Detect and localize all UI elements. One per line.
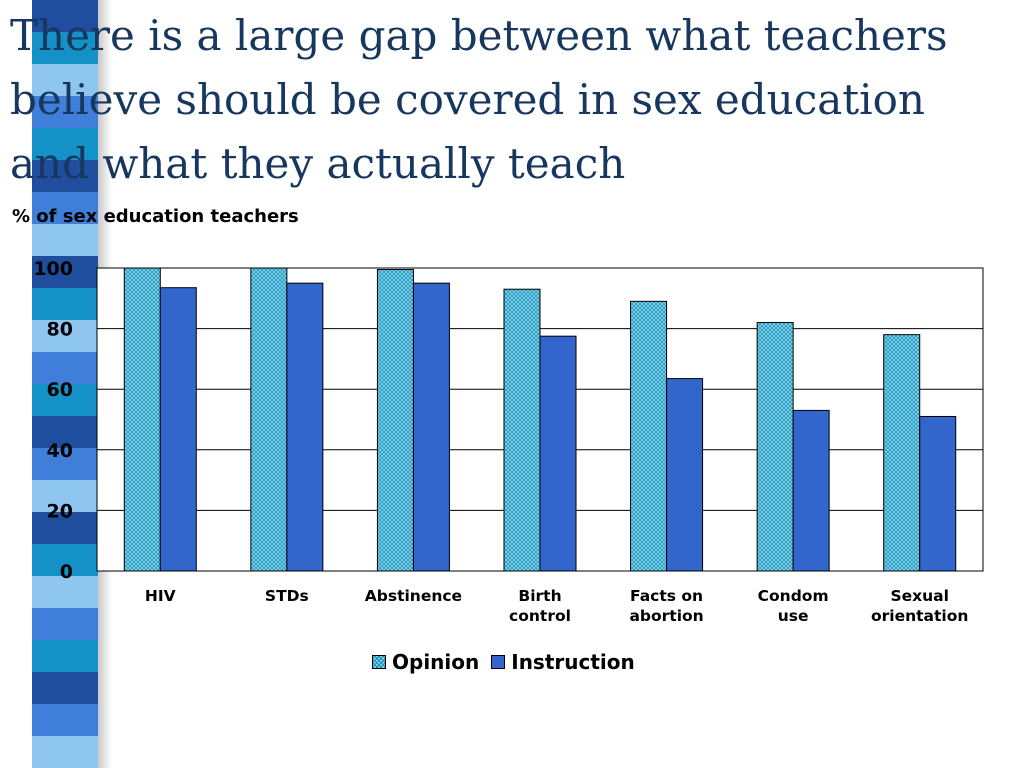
legend-label-instruction: Instruction bbox=[511, 650, 635, 674]
stripe-band bbox=[32, 352, 98, 384]
stripe-band bbox=[32, 512, 98, 544]
stripe-band bbox=[32, 64, 98, 96]
bar-opinion-4 bbox=[630, 300, 668, 572]
y-tick-label: 80 bbox=[47, 319, 73, 341]
bar-opinion-3 bbox=[503, 288, 541, 572]
bar-opinion-1 bbox=[250, 267, 288, 572]
stripe-band bbox=[32, 480, 98, 512]
stripe-band bbox=[32, 704, 98, 736]
bar-instruction-1 bbox=[286, 282, 324, 572]
stripe-band bbox=[32, 672, 98, 704]
legend-item-opinion: Opinion bbox=[372, 650, 479, 674]
stripe-band bbox=[32, 384, 98, 416]
y-tick-label: 20 bbox=[47, 500, 73, 522]
bar-opinion-5 bbox=[756, 322, 794, 572]
bar-instruction-2 bbox=[412, 282, 450, 572]
y-tick-label: 40 bbox=[47, 440, 73, 462]
stripe-band bbox=[32, 192, 98, 224]
legend-swatch-opinion bbox=[372, 655, 386, 669]
x-tick-labels: HIV STDs Abstinence Birth control Facts on abo… bbox=[145, 587, 969, 625]
decorative-stripe bbox=[32, 0, 98, 768]
stripe-band bbox=[32, 288, 98, 320]
stripe-band bbox=[32, 0, 98, 32]
stripe-band bbox=[32, 736, 98, 768]
stripe-band bbox=[32, 32, 98, 64]
stripe-band bbox=[32, 256, 98, 288]
y-tick-label: 60 bbox=[47, 379, 73, 401]
legend: Opinion Instruction bbox=[372, 648, 635, 676]
title-line-1: There is a large gap between what teache… bbox=[10, 11, 948, 60]
x-tick-label: Abstinence bbox=[365, 587, 462, 605]
stripe-band bbox=[32, 544, 98, 576]
bar-instruction-0 bbox=[159, 287, 197, 572]
bar-opinion-0 bbox=[123, 267, 161, 572]
stripe-band bbox=[32, 416, 98, 448]
stripe-band bbox=[32, 448, 98, 480]
legend-item-instruction: Instruction bbox=[491, 650, 635, 674]
stripe-band bbox=[32, 608, 98, 640]
bar-instruction-5 bbox=[792, 409, 830, 572]
y-tick-label: 0 bbox=[60, 561, 73, 583]
bars bbox=[123, 267, 957, 572]
stripe-band bbox=[32, 576, 98, 608]
stripe-band bbox=[32, 160, 98, 192]
bar-instruction-6 bbox=[919, 415, 957, 572]
title-line-3: and what they actually teach bbox=[10, 139, 626, 188]
title-line-2: believe should be covered in sex educati… bbox=[10, 75, 925, 124]
y-axis-title: % of sex education teachers bbox=[12, 206, 299, 227]
x-tick-label: Sexual orientation bbox=[871, 587, 968, 625]
bar-instruction-3 bbox=[539, 335, 577, 572]
bar-instruction-4 bbox=[666, 378, 704, 572]
slide-title: There is a large gap between what teache… bbox=[10, 4, 1010, 196]
stripe-band bbox=[32, 224, 98, 256]
x-tick-label: Birth control bbox=[509, 587, 571, 625]
stripe-band bbox=[32, 128, 98, 160]
stripe-band bbox=[32, 640, 98, 672]
x-tick-label: HIV bbox=[145, 587, 176, 605]
x-tick-label: Condom use bbox=[758, 587, 829, 625]
x-tick-label: STDs bbox=[265, 587, 309, 605]
x-tick-label: Facts on abortion bbox=[629, 587, 703, 625]
legend-swatch-instruction bbox=[491, 655, 506, 669]
bar-opinion-6 bbox=[883, 334, 921, 572]
y-tick-labels: 0 20 40 60 80 100 bbox=[33, 258, 73, 583]
stripe-band bbox=[32, 96, 98, 128]
bar-opinion-2 bbox=[376, 269, 414, 572]
stripe-band bbox=[32, 320, 98, 352]
y-tick-label: 100 bbox=[33, 258, 73, 280]
legend-label-opinion: Opinion bbox=[392, 650, 480, 674]
